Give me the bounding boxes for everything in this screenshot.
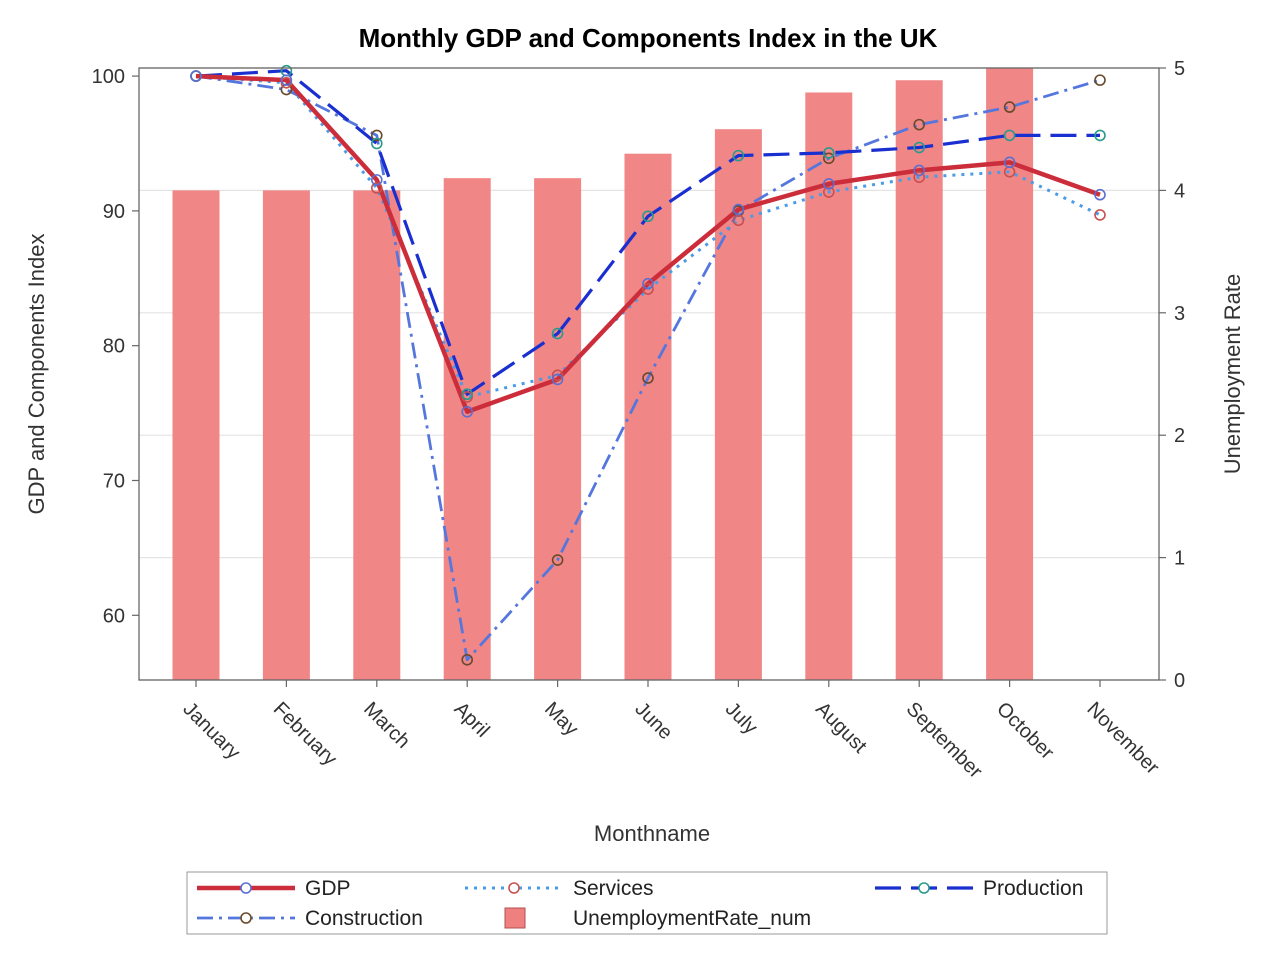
legend-swatch-unemploymentrate_num bbox=[504, 907, 526, 929]
point-production-november bbox=[1094, 129, 1106, 142]
y2-axis-label: Unemployment Rate bbox=[1220, 274, 1245, 475]
point-services-september bbox=[913, 171, 926, 183]
point-construction-may bbox=[551, 554, 564, 566]
y2-tick-label: 4 bbox=[1174, 180, 1185, 202]
point-gdp-june bbox=[642, 277, 654, 290]
bar-june bbox=[624, 153, 672, 680]
point-construction-november bbox=[1094, 74, 1106, 86]
legend-label-construction: Construction bbox=[305, 907, 423, 930]
point-gdp-march bbox=[370, 174, 383, 186]
point-production-june bbox=[642, 210, 654, 223]
y2-tick-label: 2 bbox=[1174, 425, 1185, 447]
y-tick-label: 100 bbox=[92, 66, 125, 88]
point-construction-march bbox=[370, 129, 383, 142]
point-services-november bbox=[1094, 209, 1106, 221]
bar-february bbox=[262, 190, 310, 680]
point-gdp-august bbox=[822, 178, 835, 190]
legend-label-services: Services bbox=[573, 877, 654, 900]
point-production-april bbox=[461, 388, 474, 401]
point-gdp-may bbox=[551, 373, 564, 386]
y-tick-label: 90 bbox=[103, 201, 125, 223]
legend-box bbox=[186, 871, 1108, 935]
legend-marker-gdp bbox=[240, 882, 252, 894]
point-gdp-november bbox=[1094, 188, 1106, 201]
point-services-august bbox=[822, 186, 835, 198]
legend-marker-services bbox=[508, 882, 520, 894]
y2-tick-label: 0 bbox=[1174, 670, 1185, 692]
point-construction-april bbox=[461, 653, 474, 666]
legend-marker-construction bbox=[240, 912, 252, 924]
legend-label-unemploymentrate_num: UnemploymentRate_num bbox=[573, 907, 811, 930]
legend-marker-production bbox=[918, 882, 930, 894]
y-tick-label: 70 bbox=[103, 470, 125, 492]
marker-layer bbox=[190, 64, 1106, 666]
y-tick-label: 80 bbox=[103, 336, 125, 358]
chart-title: Monthly GDP and Components Index in the … bbox=[359, 23, 938, 53]
point-services-may bbox=[551, 369, 564, 382]
point-production-september bbox=[913, 141, 926, 154]
point-gdp-october bbox=[1003, 156, 1016, 169]
point-production-october bbox=[1003, 129, 1016, 142]
legend-layer: GDP Services Production Construction Unemplo… bbox=[197, 877, 1083, 930]
bar-october bbox=[986, 68, 1034, 680]
point-gdp-february bbox=[280, 74, 293, 86]
x-axis-label: Monthname bbox=[594, 821, 710, 846]
bar-may bbox=[534, 178, 582, 680]
legend-label-production: Production bbox=[983, 877, 1083, 900]
bar-september bbox=[895, 80, 943, 681]
bar-layer bbox=[172, 68, 1034, 681]
point-production-march bbox=[370, 137, 383, 150]
bar-april bbox=[443, 178, 491, 680]
point-construction-august bbox=[822, 152, 835, 165]
y-axis-label: GDP and Components Index bbox=[24, 234, 49, 515]
point-gdp-january bbox=[190, 70, 202, 82]
y2-tick-label: 5 bbox=[1174, 58, 1185, 80]
bar-march bbox=[353, 190, 401, 680]
point-construction-june bbox=[642, 372, 654, 384]
point-gdp-july bbox=[732, 203, 745, 216]
plot-frame bbox=[138, 67, 1160, 681]
point-production-may bbox=[551, 327, 564, 340]
legend-label-gdp: GDP bbox=[305, 877, 351, 900]
point-gdp-april bbox=[461, 405, 474, 418]
point-gdp-september bbox=[913, 164, 926, 177]
series-line-production bbox=[195, 69, 1100, 396]
point-production-august bbox=[822, 147, 835, 159]
y2-tick-label: 1 bbox=[1174, 548, 1185, 570]
point-construction-september bbox=[913, 118, 926, 131]
point-services-june bbox=[642, 283, 654, 295]
y2-tick-label: 3 bbox=[1174, 303, 1185, 325]
y-tick-label: 60 bbox=[103, 605, 125, 627]
point-construction-october bbox=[1003, 101, 1016, 113]
bar-january bbox=[172, 190, 220, 680]
point-services-march bbox=[370, 182, 383, 194]
point-production-july bbox=[732, 149, 745, 162]
